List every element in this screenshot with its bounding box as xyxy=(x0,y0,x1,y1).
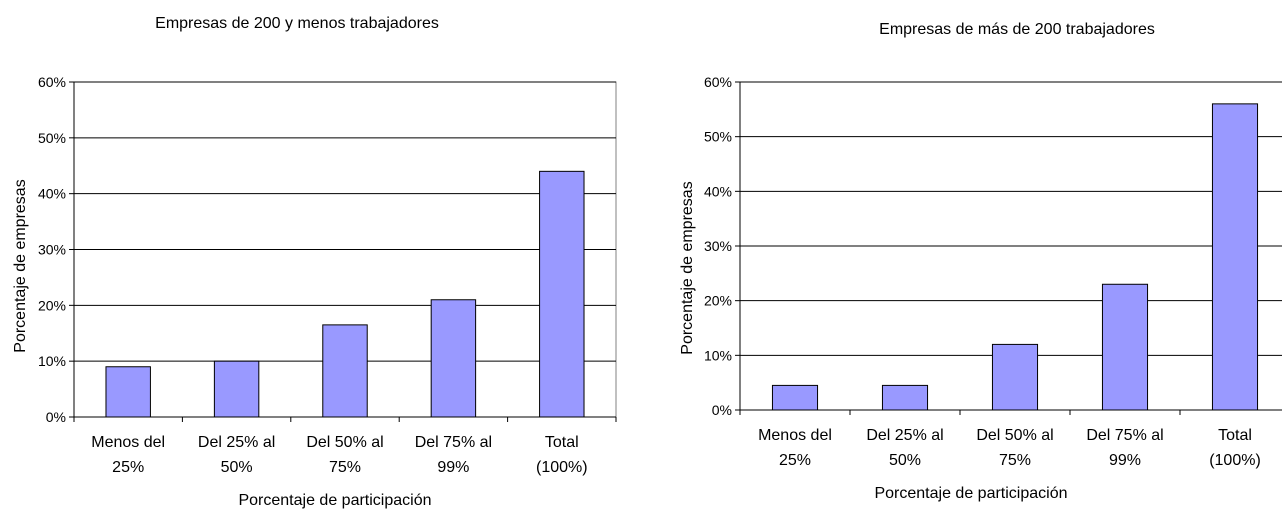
x-tick-label-line: Del 75% al xyxy=(1086,427,1163,444)
y-tick-label: 30% xyxy=(38,242,66,258)
bar xyxy=(771,384,819,411)
y-tick-label: 60% xyxy=(704,74,732,90)
x-tick-label-line: (100%) xyxy=(536,459,588,476)
y-tick-label: 0% xyxy=(712,402,732,418)
chart-1: Empresas de 200 y menos trabajadores 0% 10… xyxy=(12,15,617,509)
y-tick-label: 20% xyxy=(38,297,66,313)
y-tick-label: 20% xyxy=(704,293,732,309)
chart-title: Empresas de 200 y menos trabajadores xyxy=(155,15,439,32)
bar xyxy=(430,299,477,418)
chart-title: Empresas de más de 200 trabajadores xyxy=(879,21,1155,38)
y-tick-label: 0% xyxy=(46,409,66,425)
y-tick-label: 10% xyxy=(38,353,66,369)
x-tick-label: Del 50% al 75% xyxy=(306,434,383,476)
x-tick-label-line: Del 50% al xyxy=(306,434,383,451)
x-tick-label: Del 25% al 50% xyxy=(198,434,275,476)
x-tick-label: Del 75% al 99% xyxy=(415,434,492,476)
y-tick-label: 50% xyxy=(704,129,732,145)
y-axis-label: Porcentaje de empresas xyxy=(679,181,696,354)
x-tick-label: Total (100%) xyxy=(536,434,588,476)
x-tick-label-line: 50% xyxy=(889,452,921,469)
bar xyxy=(539,170,585,418)
x-tick-label-line: Menos del xyxy=(91,434,165,451)
x-tick-label-line: Del 25% al xyxy=(198,434,275,451)
bar xyxy=(105,366,151,418)
x-tick-label-line: Del 50% al xyxy=(976,427,1053,444)
y-tick-label: 40% xyxy=(704,183,732,199)
x-axis-label: Porcentaje de participación xyxy=(238,492,431,509)
x-tick-label-line: Menos del xyxy=(758,427,832,444)
x-tick-label-line: 75% xyxy=(329,459,361,476)
y-tick-label: 10% xyxy=(704,347,732,363)
y-axis-label: Porcentaje de empresas xyxy=(12,179,29,352)
bar xyxy=(991,343,1039,411)
x-tick-label-line: Del 25% al xyxy=(866,427,943,444)
x-tick-label: Menos del 25% xyxy=(758,427,832,469)
x-tick-label-line: 99% xyxy=(1109,452,1141,469)
y-tick-label: 50% xyxy=(38,130,66,146)
x-tick-label-line: 25% xyxy=(779,452,811,469)
x-tick-label-line: Total xyxy=(1218,427,1252,444)
y-tick-label: 30% xyxy=(704,238,732,254)
x-tick-label: Del 75% al 99% xyxy=(1086,427,1163,469)
x-tick-label-line: 50% xyxy=(221,459,253,476)
y-tick-label: 40% xyxy=(38,186,66,202)
x-tick-label-line: 99% xyxy=(437,459,469,476)
x-axis-label: Porcentaje de participación xyxy=(874,485,1067,502)
x-tick-label-line: (100%) xyxy=(1209,452,1261,469)
bar xyxy=(322,324,368,418)
x-tick-label: Total (100%) xyxy=(1209,427,1261,469)
x-tick-label: Del 25% al 50% xyxy=(866,427,943,469)
x-tick-label-line: Del 75% al xyxy=(415,434,492,451)
y-tick-label: 60% xyxy=(38,74,66,90)
bar xyxy=(1211,103,1259,411)
bar xyxy=(881,384,929,411)
chart-2: Empresas de más de 200 trabajadores 0% 10%… xyxy=(679,21,1282,502)
bar xyxy=(1101,283,1149,411)
x-tick-label-line: 75% xyxy=(999,452,1031,469)
x-tick-label-line: 25% xyxy=(112,459,144,476)
x-tick-label: Menos del 25% xyxy=(91,434,165,476)
bar xyxy=(213,360,260,418)
x-tick-label-line: Total xyxy=(545,434,579,451)
x-tick-label: Del 50% al 75% xyxy=(976,427,1053,469)
